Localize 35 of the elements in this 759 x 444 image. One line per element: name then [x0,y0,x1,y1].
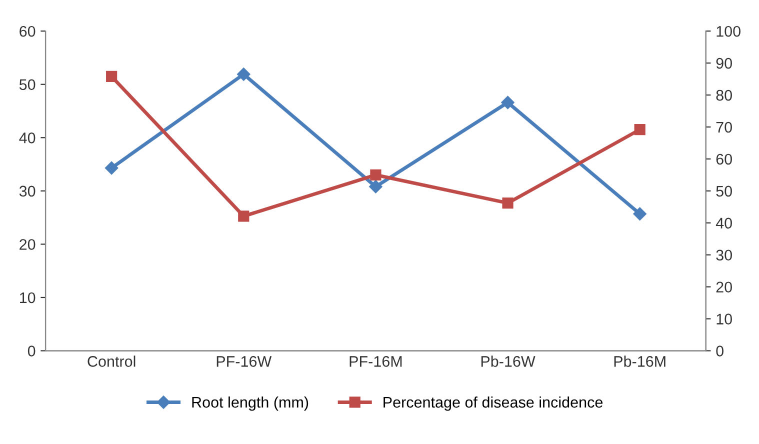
x-tick-label: PF-16M [350,356,402,367]
y-tick-label: 60 [20,26,36,37]
y2-tick-label: 30 [716,250,732,261]
y2-tick-label: 70 [716,122,732,133]
y-tick-label: 20 [20,239,36,250]
y-tick-label: 0 [28,346,36,356]
y-tick-label: 50 [19,79,36,90]
point [106,70,118,82]
point [237,68,250,81]
y2-tick-label: 50 [716,186,732,197]
legend-label: Percentage of disease incidence [384,396,603,411]
point [502,198,514,209]
point [501,96,514,110]
point [238,210,250,222]
y2-tick-label: 40 [716,218,732,229]
y-tick-label: 30 [19,186,36,197]
y2-tick-label: 0 [716,346,724,356]
point [104,161,118,175]
y-tick-label: 40 [19,132,36,144]
point [370,169,382,180]
legend-label: Root length (mm) [192,396,308,411]
y2-tick-label: 90 [716,58,732,69]
x-tick-label: PF-16W [216,356,272,367]
point [369,180,382,194]
point [633,207,646,220]
x-tick-label: Pb-16W [481,356,536,367]
y-tick-label: 10 [20,292,36,304]
x-tick-label: Control [88,356,136,367]
y2-tick-label: 100 [716,26,740,37]
y2-tick-label: 20 [716,282,732,293]
x-tick-label: Pb-16M [614,356,666,367]
y2-tick-label: 10 [716,314,732,324]
y2-tick-label: 80 [716,90,732,101]
y2-tick-label: 60 [716,154,732,165]
point [634,124,646,136]
